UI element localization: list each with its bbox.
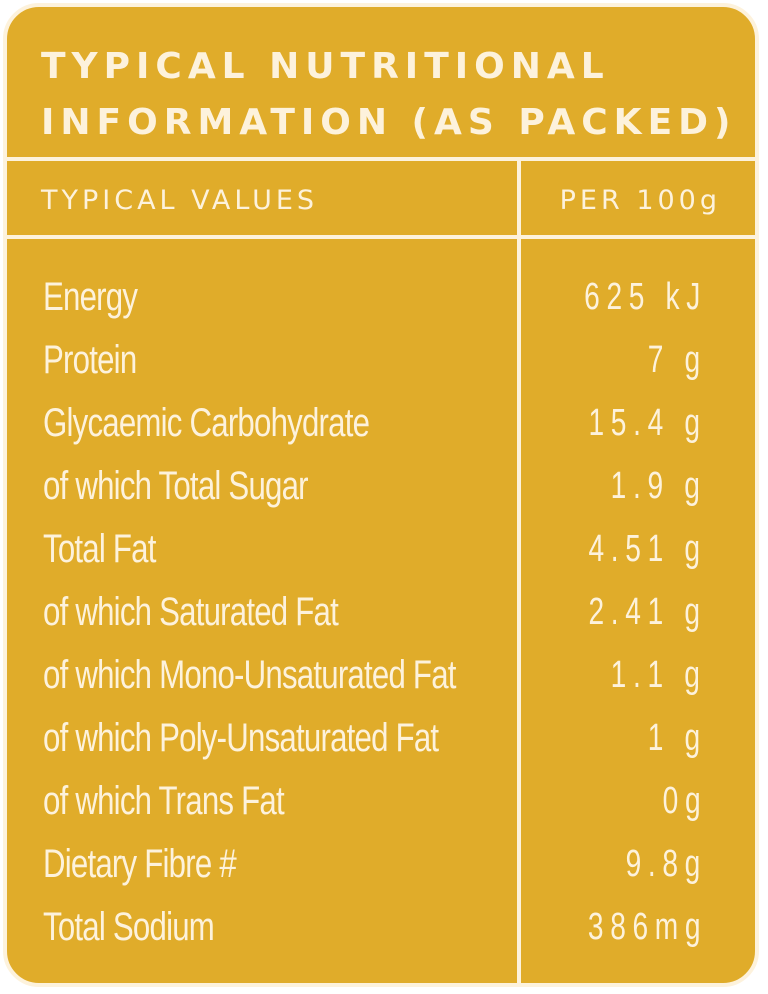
table-row: of which Trans Fat 0g (7, 770, 755, 833)
row-value: 1.9 g (611, 465, 707, 507)
row-value: 0g (662, 780, 707, 822)
table-row: Total Fat 4.51 g (7, 518, 755, 581)
table-row: Dietary Fibre # 9.8g (7, 833, 755, 896)
table-row: of which Poly-Unsaturated Fat 1 g (7, 707, 755, 770)
row-label: of which Poly-Unsaturated Fat (43, 716, 439, 760)
column-divider (517, 161, 521, 983)
row-value: 625 kJ (584, 276, 707, 318)
table-row: Protein 7 g (7, 329, 755, 392)
nutrition-panel: TYPICAL NUTRITIONAL INFORMATION (AS PACK… (3, 3, 759, 987)
nutrition-rows: Energy 625 kJ Protein 7 g Glycaemic Carboh… (7, 266, 755, 959)
row-label: Energy (43, 275, 138, 319)
table-row: Energy 625 kJ (7, 266, 755, 329)
row-value: 1.1 g (611, 654, 707, 696)
row-label: Total Sodium (43, 905, 215, 949)
row-value: 7 g (647, 339, 707, 381)
row-label: Total Fat (43, 527, 156, 571)
table-row: of which Saturated Fat 2.41 g (7, 581, 755, 644)
divider-header (7, 235, 755, 239)
nutrition-title: TYPICAL NUTRITIONAL INFORMATION (AS PACK… (41, 39, 737, 151)
row-value: 1 g (647, 717, 707, 759)
row-label: Protein (43, 338, 137, 382)
table-row: Total Sodium 386mg (7, 896, 755, 959)
table-row: Glycaemic Carbohydrate 15.4 g (7, 392, 755, 455)
column-header-typical-values: TYPICAL VALUES (41, 184, 319, 216)
title-line-1: TYPICAL NUTRITIONAL (41, 46, 610, 87)
divider-title (7, 157, 755, 161)
row-label: of which Total Sugar (43, 464, 309, 508)
row-value: 2.41 g (588, 591, 707, 633)
title-line-2: INFORMATION (AS PACKED) (41, 102, 737, 143)
row-label: of which Trans Fat (43, 779, 285, 823)
row-value: 15.4 g (588, 402, 707, 444)
row-label: Glycaemic Carbohydrate (43, 401, 370, 445)
row-value: 386mg (587, 906, 707, 948)
row-label: of which Saturated Fat (43, 590, 339, 634)
row-value: 9.8g (625, 843, 707, 885)
column-header-per-100g: PER 100g (559, 184, 721, 216)
table-row: of which Mono-Unsaturated Fat 1.1 g (7, 644, 755, 707)
row-value: 4.51 g (588, 528, 707, 570)
table-row: of which Total Sugar 1.9 g (7, 455, 755, 518)
row-label: Dietary Fibre # (43, 842, 237, 886)
row-label: of which Mono-Unsaturated Fat (43, 653, 456, 697)
